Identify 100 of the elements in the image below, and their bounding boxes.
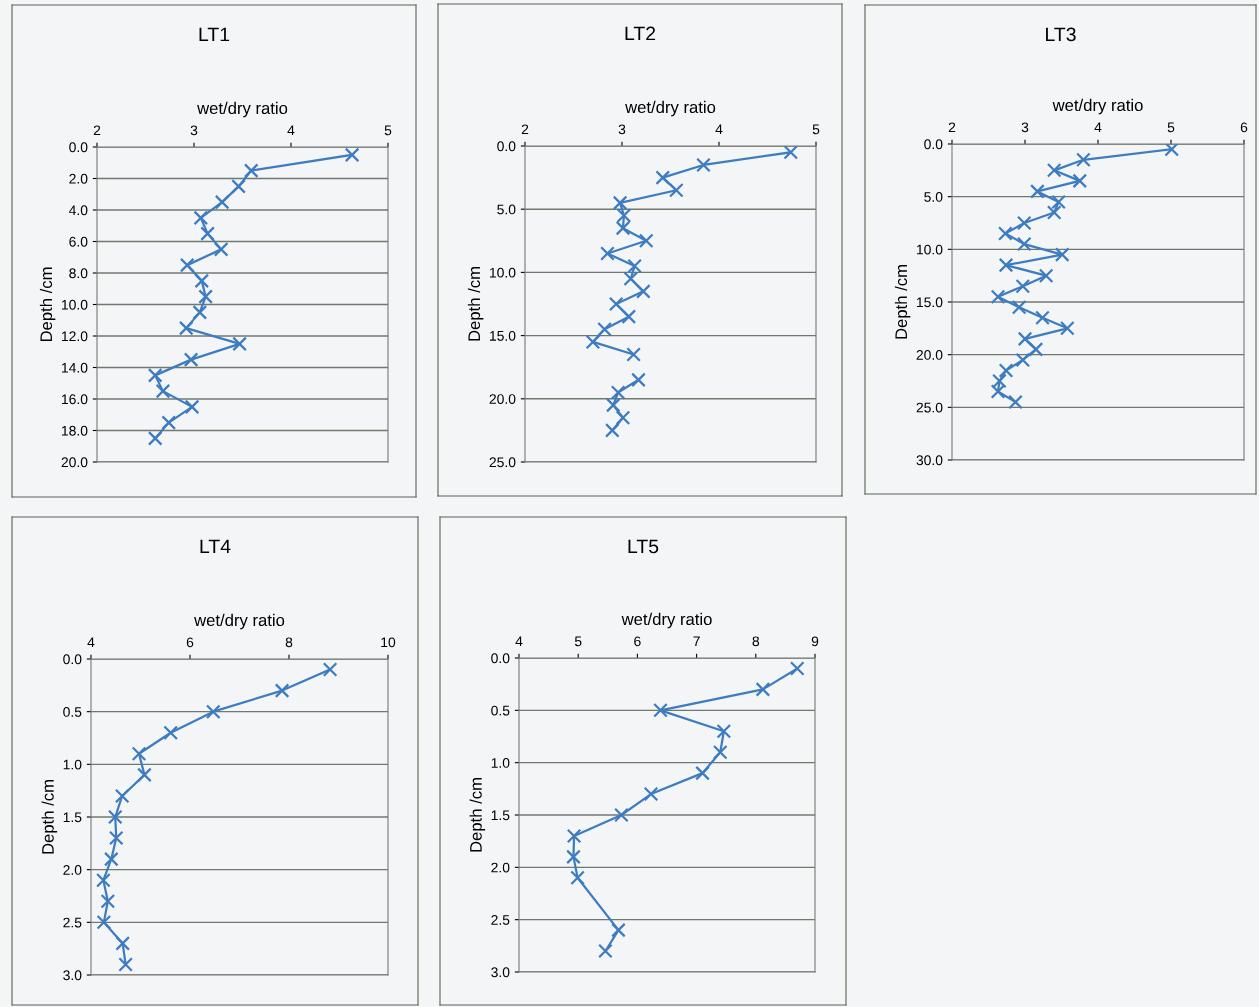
point xyxy=(570,870,585,886)
point xyxy=(1038,268,1054,284)
point xyxy=(655,170,671,185)
y-axis-title: Depth /cm xyxy=(39,267,56,342)
point xyxy=(610,385,626,400)
x-tick-label: 6 xyxy=(186,637,194,648)
point xyxy=(695,765,710,781)
x-axis-title: wet/dry ratio xyxy=(625,100,716,117)
point xyxy=(214,194,230,210)
y-tick-label: 0.5 xyxy=(63,707,82,717)
point xyxy=(990,384,1006,399)
y-tick-label: 1.0 xyxy=(63,759,82,770)
x-tick-label: 8 xyxy=(285,637,293,648)
y-axis-title: Depth /cm xyxy=(467,267,484,341)
point xyxy=(755,682,771,697)
x-tick-label: 6 xyxy=(634,636,641,647)
point xyxy=(213,242,229,257)
point xyxy=(668,182,684,198)
point xyxy=(1051,194,1066,210)
point xyxy=(1076,152,1091,168)
point xyxy=(789,661,805,676)
y-tick-label: 25.0 xyxy=(489,457,516,468)
x-axis-title: wet/dry ratio xyxy=(194,613,285,630)
point xyxy=(231,179,246,194)
point xyxy=(653,702,668,718)
y-tick-label: 0.0 xyxy=(69,142,88,153)
point xyxy=(198,289,213,304)
y-tick-label: 20.0 xyxy=(61,457,88,468)
y-tick-label: 15.0 xyxy=(490,330,516,341)
point xyxy=(193,210,209,226)
point xyxy=(118,957,134,972)
x-tick-label: 2 xyxy=(521,124,529,135)
point xyxy=(1030,184,1045,199)
point xyxy=(616,208,632,223)
point xyxy=(232,336,247,352)
point xyxy=(621,309,637,324)
point xyxy=(611,922,626,938)
point xyxy=(1016,236,1032,252)
point xyxy=(1046,162,1062,178)
chart-title: LT3 xyxy=(1046,27,1076,42)
y-tick-label: 10.0 xyxy=(62,299,88,310)
point xyxy=(696,157,711,173)
point xyxy=(103,851,119,867)
y-tick-label: 4.0 xyxy=(68,205,88,216)
point xyxy=(1054,247,1070,262)
point xyxy=(205,704,221,720)
point xyxy=(147,431,163,446)
y-tick-label: 2.0 xyxy=(491,862,510,873)
point xyxy=(155,383,171,399)
chart-title: LT5 xyxy=(628,539,659,554)
point xyxy=(274,683,290,698)
point xyxy=(643,786,659,802)
point xyxy=(163,725,179,741)
point xyxy=(184,399,200,415)
x-tick-label: 4 xyxy=(715,124,723,135)
y-tick-label: 25.0 xyxy=(916,402,943,413)
point xyxy=(1046,205,1062,220)
point xyxy=(1035,310,1050,326)
chart-title: LT1 xyxy=(199,27,230,42)
point xyxy=(161,415,177,430)
point xyxy=(1011,299,1027,315)
point xyxy=(243,163,259,178)
x-tick-label: 8 xyxy=(752,636,760,647)
point xyxy=(131,746,147,762)
y-tick-label: 0.5 xyxy=(491,705,510,716)
y-tick-label: 0.0 xyxy=(491,653,510,664)
chart-title: LT4 xyxy=(200,539,231,554)
y-tick-label: 3.0 xyxy=(491,967,510,978)
y-tick-label: 2.0 xyxy=(63,865,82,875)
y-tick-label: 20.0 xyxy=(489,394,516,404)
point xyxy=(990,289,1006,305)
point xyxy=(322,662,338,677)
point xyxy=(115,936,131,951)
point xyxy=(114,788,130,804)
x-tick-label: 5 xyxy=(574,636,582,647)
point xyxy=(96,914,112,930)
x-tick-label: 3 xyxy=(618,124,626,135)
point xyxy=(179,257,195,273)
point xyxy=(1016,215,1032,231)
point xyxy=(585,334,601,350)
point xyxy=(1072,173,1088,189)
x-tick-label: 2 xyxy=(93,125,101,136)
point xyxy=(615,410,631,426)
chart-title: LT2 xyxy=(625,26,656,41)
point xyxy=(712,744,728,760)
x-tick-label: 6 xyxy=(1240,122,1248,133)
point xyxy=(147,368,163,383)
point xyxy=(108,830,124,846)
point xyxy=(566,828,582,844)
point xyxy=(623,271,639,287)
point xyxy=(598,943,613,959)
point xyxy=(1059,320,1075,336)
x-axis-title: wet/dry ratio xyxy=(621,612,712,629)
point xyxy=(1164,144,1180,157)
y-tick-label: 2.0 xyxy=(69,173,88,184)
y-tick-label: 0.0 xyxy=(497,141,516,152)
point xyxy=(998,257,1014,273)
y-tick-label: 0.0 xyxy=(63,654,82,665)
point xyxy=(997,226,1013,241)
y-tick-label: 15.0 xyxy=(917,297,943,308)
